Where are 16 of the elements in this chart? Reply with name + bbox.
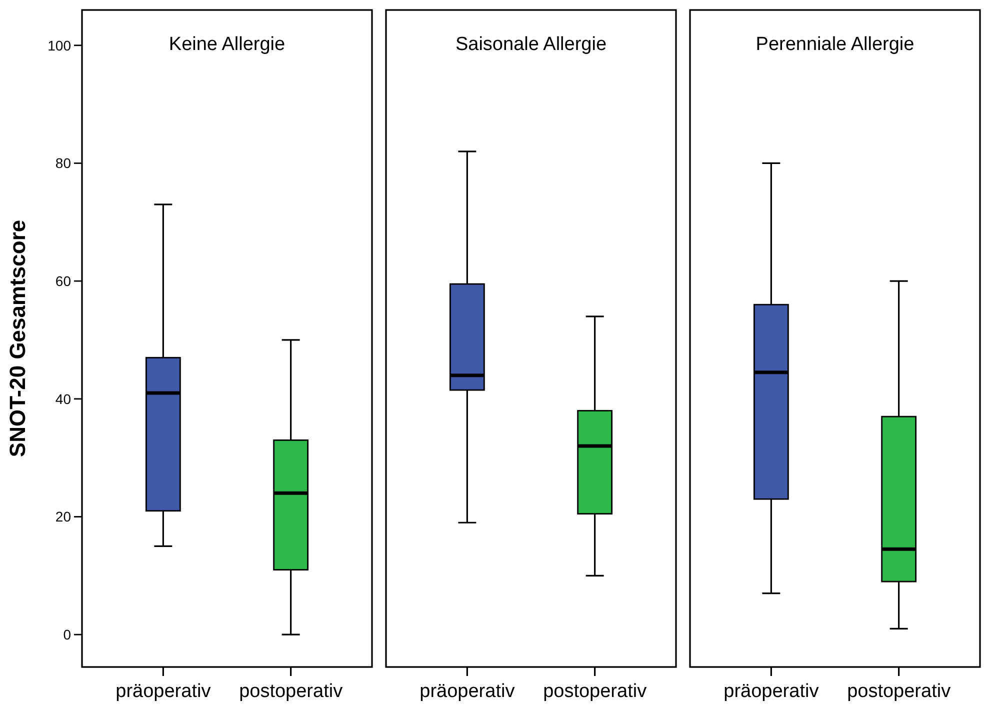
x-tick-label: postoperativ [847,681,952,702]
y-axis-title: SNOT-20 Gesamtscore [5,220,30,458]
text: Saisonale Allergie [455,34,607,55]
y-tick-label: 60 [55,272,72,289]
x-tick-label: postoperativ [543,681,648,702]
text: Perenniale Allergie [756,34,914,55]
x-tick-label: postoperativ [239,681,344,702]
y-tick-label: 0 [63,626,72,642]
x-tick-label: präoperativ [724,681,820,702]
x-tick-label: präoperativ [420,681,516,702]
y-tick-label: 40 [55,390,72,407]
y-tick-label: 100 [48,37,72,54]
y-tick-label: 80 [55,155,72,172]
y-tick-label: 20 [55,508,72,525]
text: Keine Allergie [168,34,286,55]
x-tick-label: präoperativ [116,681,212,702]
